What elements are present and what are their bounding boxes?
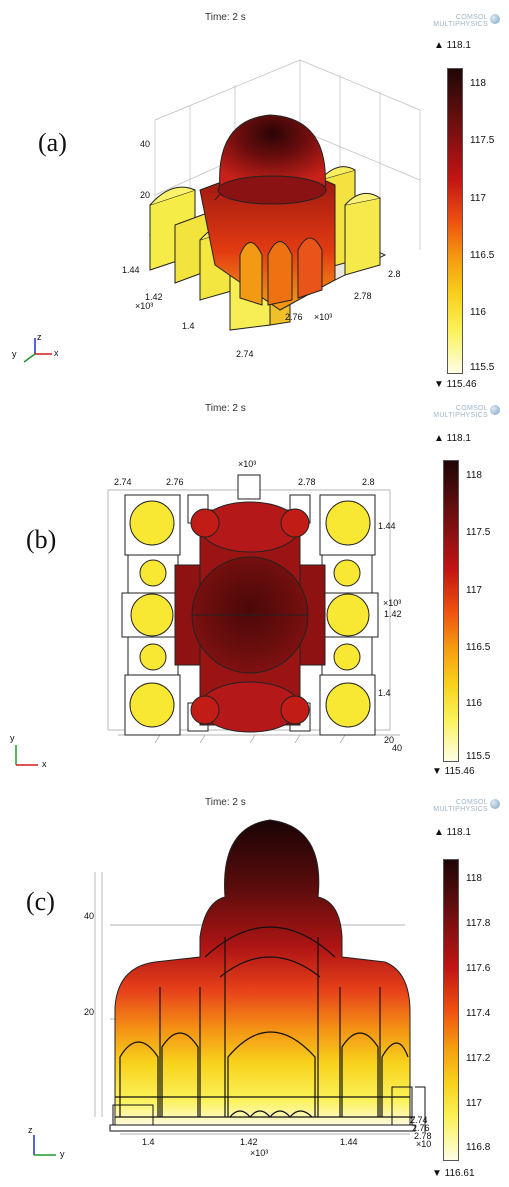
time-label: Time: 2 s bbox=[205, 797, 246, 808]
axis-tick: 2.76 bbox=[412, 1123, 430, 1133]
colorbar-tick: 116 bbox=[470, 307, 486, 318]
axis-tick: 2.76 bbox=[285, 312, 303, 322]
panel-label: (b) bbox=[26, 525, 57, 554]
colorbar-tick: 117.6 bbox=[466, 963, 491, 974]
colorbar-max-label: ▲ 118.1 bbox=[434, 433, 471, 444]
axis-tick: 1.4 bbox=[378, 688, 391, 698]
axis-tick: 2.8 bbox=[362, 477, 375, 487]
axis-tick: 2.74 bbox=[410, 1115, 428, 1125]
colorbar-tick: 115.5 bbox=[470, 362, 495, 373]
panel-b-render bbox=[107, 474, 400, 744]
colorbar-tick: 118 bbox=[470, 78, 486, 89]
colorbar-tick: 116 bbox=[466, 698, 482, 709]
triad-y-label: y bbox=[10, 733, 15, 743]
axis-tick: 2.76 bbox=[166, 477, 184, 487]
axis-tick: ×10³ bbox=[250, 1148, 269, 1158]
colorbar-tick: 117 bbox=[466, 1098, 482, 1109]
axis-tick: ×10 bbox=[416, 1139, 432, 1149]
axis-tick: ×10³ bbox=[383, 598, 402, 608]
comsol-logo: COMSOL MULTIPHYSICS bbox=[420, 799, 500, 813]
colorbar-tick: 115.5 bbox=[466, 751, 491, 762]
axis-tick: 2.8 bbox=[388, 269, 401, 279]
axis-tick: ×10³ bbox=[314, 312, 333, 322]
colorbar-tick: 117.2 bbox=[466, 1053, 491, 1064]
axis-tick: 40 bbox=[140, 139, 151, 149]
axis-triad: z y bbox=[24, 1125, 74, 1165]
colorbar bbox=[443, 859, 459, 1161]
globe-icon bbox=[490, 14, 500, 24]
time-label: Time: 2 s bbox=[205, 403, 246, 414]
colorbar-min-label: ▼ 116.61 bbox=[432, 1168, 475, 1179]
axis-triad: z x y bbox=[10, 332, 60, 372]
time-label: Time: 2 s bbox=[205, 12, 246, 23]
colorbar-tick: 118 bbox=[466, 470, 482, 481]
axis-tick: 2.74 bbox=[236, 349, 254, 359]
colorbar-tick: 117.8 bbox=[466, 918, 491, 929]
colorbar-max-label: ▲ 118.1 bbox=[434, 40, 471, 51]
panel-c-render bbox=[94, 819, 426, 1135]
axis-tick: 1.42 bbox=[384, 609, 402, 619]
axis-tick: 1.4 bbox=[142, 1137, 155, 1147]
axis-tick: 1.42 bbox=[145, 292, 163, 302]
comsol-logo: COMSOL MULTIPHYSICS bbox=[420, 405, 500, 419]
panel-b: Time: 2 s COMSOL MULTIPHYSICS ▲ 118.1 11… bbox=[0, 395, 509, 787]
triad-x-label: x bbox=[42, 759, 47, 769]
colorbar-tick: 117 bbox=[466, 585, 482, 596]
triad-z-label: z bbox=[28, 1125, 33, 1135]
axis-tick: 20 bbox=[84, 1007, 95, 1017]
colorbar bbox=[447, 68, 463, 374]
colorbar-min-label: ▼ 115.46 bbox=[432, 766, 475, 777]
axis-tick: 40 bbox=[392, 743, 403, 753]
panel-a-render bbox=[148, 59, 421, 331]
axis-tick: 20 bbox=[384, 735, 395, 745]
axis-tick: 40 bbox=[84, 911, 95, 921]
colorbar-tick: 117.4 bbox=[466, 1008, 491, 1019]
axis-tick: 1.42 bbox=[240, 1137, 258, 1147]
triad-x-label: x bbox=[54, 348, 59, 358]
globe-icon bbox=[490, 405, 500, 415]
axis-tick: 2.74 bbox=[114, 477, 132, 487]
globe-icon bbox=[490, 799, 500, 809]
panel-label: (a) bbox=[38, 128, 67, 157]
colorbar-tick: 117.5 bbox=[466, 527, 491, 538]
axis-tick: 1.44 bbox=[378, 521, 396, 531]
panel-a: Time: 2 s COMSOL MULTIPHYSICS ▲ 118.1 11… bbox=[0, 0, 509, 395]
axis-tick: 2.78 bbox=[298, 477, 316, 487]
axis-tick: 20 bbox=[140, 190, 151, 200]
axis-tick: 1.44 bbox=[340, 1137, 358, 1147]
colorbar-min-label: ▼ 115.46 bbox=[434, 379, 477, 390]
axis-tick: 2.78 bbox=[414, 1131, 432, 1141]
axis-tick: 1.4 bbox=[182, 321, 195, 331]
colorbar-max-label: ▲ 118.1 bbox=[434, 827, 471, 838]
axis-tick: 1.44 bbox=[122, 265, 140, 275]
triad-y-label: y bbox=[60, 1149, 65, 1159]
colorbar-tick: 117.5 bbox=[470, 135, 495, 146]
comsol-logo: COMSOL MULTIPHYSICS bbox=[420, 14, 500, 28]
colorbar-tick: 116.5 bbox=[470, 250, 495, 261]
colorbar-tick: 116.5 bbox=[466, 642, 491, 653]
triad-y-label: y bbox=[12, 349, 17, 359]
colorbar-tick: 116.8 bbox=[466, 1142, 491, 1153]
triad-z-label: z bbox=[37, 332, 42, 342]
colorbar bbox=[443, 460, 459, 762]
axis-tick: 2.78 bbox=[354, 291, 372, 301]
colorbar-tick: 117 bbox=[470, 193, 486, 204]
colorbar-tick: 118 bbox=[466, 873, 482, 884]
axis-tick: ×10³ bbox=[135, 301, 154, 311]
axis-triad: y x bbox=[6, 733, 56, 773]
panel-label: (c) bbox=[26, 887, 55, 916]
panel-c: Time: 2 s COMSOL MULTIPHYSICS ▲ 118.1 11… bbox=[0, 787, 509, 1187]
axis-tick: ×10³ bbox=[238, 459, 257, 469]
